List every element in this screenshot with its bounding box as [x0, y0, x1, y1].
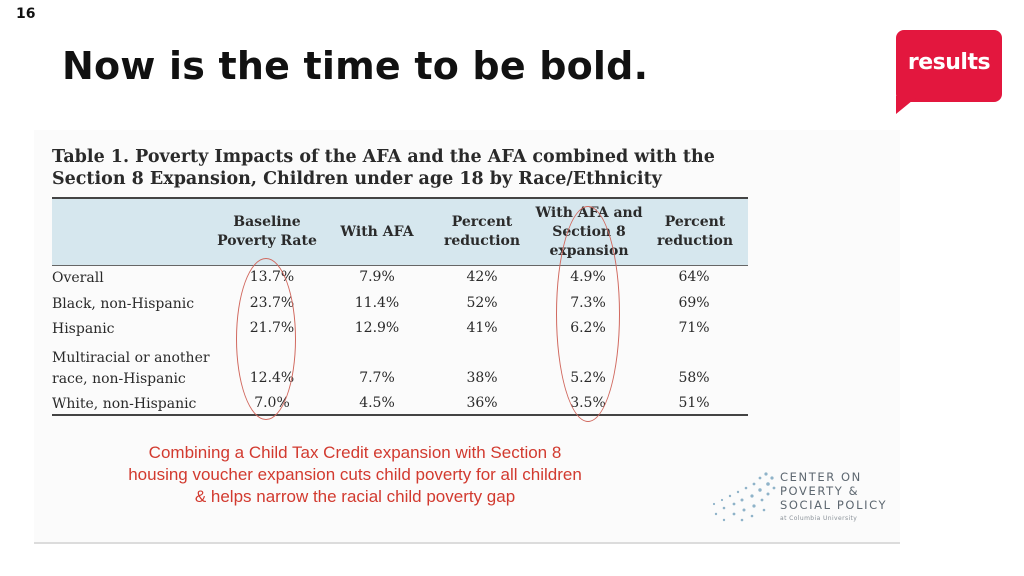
slide-title: Now is the time to be bold.: [62, 44, 649, 88]
cpsp-line-2: POVERTY &: [780, 484, 860, 498]
cell-with-afa: 7.9%: [359, 269, 395, 285]
row-label: Multiracial or another race, non-Hispani…: [52, 350, 210, 387]
header-percent-reduction: Percent reduction: [443, 214, 521, 249]
cell-with-afa: 4.5%: [359, 395, 395, 411]
results-logo: results: [896, 30, 1002, 102]
table-bottom-rule: [52, 414, 748, 416]
table-caption-line-2: Section 8 Expansion, Children under age …: [52, 169, 662, 189]
slide-number: 16: [16, 6, 36, 22]
cell-percent-reduction-combined: 58%: [678, 370, 710, 386]
table-caption: Table 1. Poverty Impacts of the AFA and …: [52, 146, 762, 190]
cell-percent-reduction-combined: 51%: [678, 395, 710, 411]
header-baseline-poverty-rate: Baseline Poverty Rate: [217, 214, 317, 249]
callout-text: Combining a Child Tax Credit expansion w…: [90, 442, 620, 508]
table-row: White, non-Hispanic 7.0% 4.5% 36% 3.5% 5…: [52, 394, 748, 416]
cell-percent-reduction: 38%: [466, 370, 498, 386]
table-header: Baseline Poverty Rate With AFA Percent r…: [52, 197, 748, 266]
results-logo-text: results: [907, 50, 991, 75]
row-label: Black, non-Hispanic: [52, 296, 195, 312]
cell-percent-reduction-combined: 69%: [678, 295, 710, 311]
highlight-oval-section-8: [556, 206, 620, 422]
row-label: Overall: [52, 270, 104, 286]
table-row: Hispanic 21.7% 12.9% 41% 6.2% 71%: [52, 319, 748, 341]
cell-percent-reduction: 52%: [466, 295, 498, 311]
cell-percent-reduction: 42%: [466, 269, 498, 285]
cpsp-logo-text: CENTER ON POVERTY & SOCIAL POLICY at Col…: [780, 470, 887, 526]
callout-line-1: Combining a Child Tax Credit expansion w…: [148, 443, 562, 462]
callout-line-3: & helps narrow the racial child poverty …: [194, 487, 516, 506]
cell-with-afa: 7.7%: [359, 370, 395, 386]
results-logo-tail: [896, 96, 918, 114]
callout-line-2: housing voucher expansion cuts child pov…: [128, 465, 582, 484]
cell-percent-reduction: 41%: [466, 320, 498, 336]
cell-with-afa: 12.9%: [354, 320, 400, 336]
row-label: White, non-Hispanic: [52, 396, 197, 412]
header-with-afa: With AFA: [340, 223, 414, 240]
cpsp-logo-dots-icon: [712, 472, 776, 522]
row-label: Hispanic: [52, 321, 115, 337]
table-row: Black, non-Hispanic 23.7% 11.4% 52% 7.3%…: [52, 294, 748, 316]
cell-percent-reduction: 36%: [466, 395, 498, 411]
cell-percent-reduction-combined: 64%: [678, 269, 710, 285]
table-row: Multiracial or another race, non-Hispani…: [52, 348, 748, 392]
highlight-oval-baseline: [236, 258, 296, 420]
cpsp-line-4: at Columbia University: [780, 515, 858, 522]
cpsp-line-3: SOCIAL POLICY: [780, 498, 888, 512]
bottom-divider: [34, 542, 900, 544]
table-row: Overall 13.7% 7.9% 42% 4.9% 64%: [52, 268, 748, 290]
cpsp-line-1: CENTER ON: [780, 470, 862, 484]
table-caption-line-1: Table 1. Poverty Impacts of the AFA and …: [52, 147, 715, 167]
header-percent-reduction-combined: Percent reduction: [656, 214, 734, 249]
cell-percent-reduction-combined: 71%: [678, 320, 710, 336]
cell-with-afa: 11.4%: [354, 295, 400, 311]
